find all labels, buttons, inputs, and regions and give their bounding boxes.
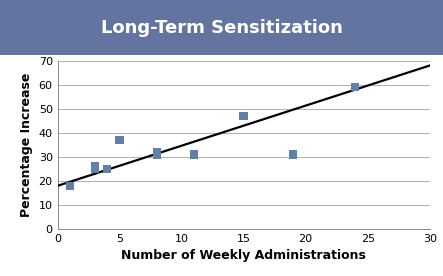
- Point: [240, 114, 247, 118]
- Point: [91, 167, 98, 171]
- Point: [91, 164, 98, 169]
- Point: [66, 184, 74, 188]
- Point: [190, 152, 198, 157]
- Point: [352, 85, 359, 89]
- Y-axis label: Percentage Increase: Percentage Increase: [20, 73, 33, 217]
- Text: Long-Term Sensitization: Long-Term Sensitization: [101, 18, 342, 37]
- Point: [153, 150, 160, 154]
- Point: [290, 152, 297, 157]
- Point: [153, 152, 160, 157]
- Point: [116, 138, 123, 142]
- X-axis label: Number of Weekly Administrations: Number of Weekly Administrations: [121, 250, 366, 262]
- Point: [104, 167, 111, 171]
